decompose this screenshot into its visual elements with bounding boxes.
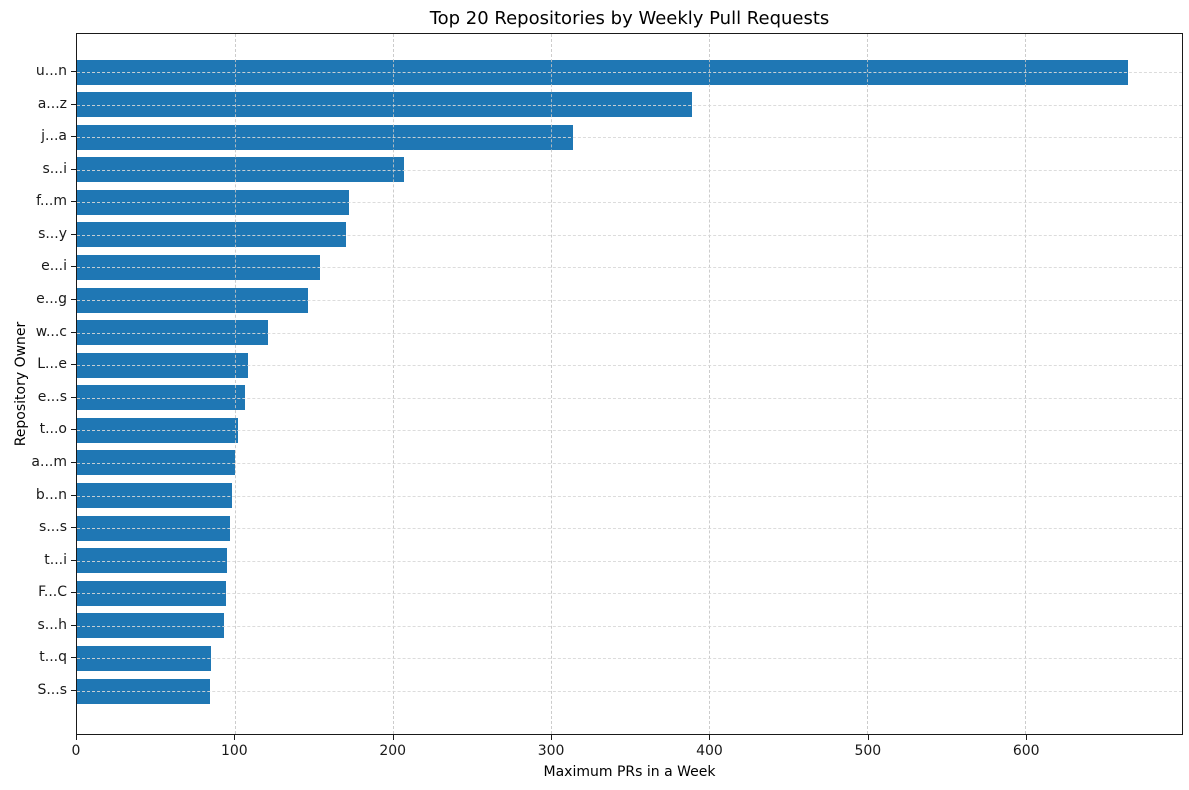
horizontal-gridline bbox=[77, 495, 1182, 497]
y-tick-label: s...y bbox=[38, 225, 67, 242]
x-axis-label: Maximum PRs in a Week bbox=[543, 764, 716, 780]
y-tick-mark bbox=[71, 461, 76, 463]
y-tick-label: L...e bbox=[37, 356, 67, 373]
y-tick-mark bbox=[71, 592, 76, 594]
vertical-gridline bbox=[1025, 34, 1027, 734]
y-tick-mark bbox=[71, 494, 76, 496]
x-tick-mark bbox=[709, 735, 711, 740]
horizontal-gridline bbox=[77, 365, 1182, 367]
x-tick-mark bbox=[1026, 735, 1028, 740]
horizontal-gridline bbox=[77, 234, 1182, 236]
y-tick-label: e...i bbox=[41, 258, 67, 275]
y-tick-label: t...i bbox=[44, 551, 67, 568]
y-tick-mark bbox=[71, 527, 76, 529]
y-tick-mark bbox=[71, 168, 76, 170]
y-tick-label: t...q bbox=[39, 649, 67, 666]
horizontal-gridline bbox=[77, 560, 1182, 562]
y-tick-mark bbox=[71, 396, 76, 398]
horizontal-gridline bbox=[77, 332, 1182, 334]
vertical-gridline bbox=[235, 34, 237, 734]
x-tick-label: 600 bbox=[1012, 743, 1040, 759]
horizontal-gridline bbox=[77, 72, 1182, 73]
y-tick-mark bbox=[71, 299, 76, 301]
horizontal-gridline bbox=[77, 528, 1182, 530]
x-tick-label: 100 bbox=[220, 743, 248, 759]
horizontal-gridline bbox=[77, 593, 1182, 595]
y-tick-mark bbox=[71, 103, 76, 105]
vertical-gridline bbox=[709, 34, 711, 734]
vertical-gridline bbox=[393, 34, 395, 734]
y-tick-label: e...g bbox=[36, 291, 67, 308]
y-tick-label: s...h bbox=[37, 616, 67, 633]
x-tick-label: 300 bbox=[537, 743, 565, 759]
y-tick-label: f...m bbox=[36, 193, 67, 210]
horizontal-gridline bbox=[77, 169, 1182, 171]
horizontal-gridline bbox=[77, 300, 1182, 302]
x-tick-mark bbox=[234, 735, 236, 740]
horizontal-gridline bbox=[77, 104, 1182, 106]
y-tick-label: a...m bbox=[31, 453, 67, 470]
y-tick-mark bbox=[71, 71, 76, 72]
vertical-gridline bbox=[867, 34, 869, 734]
y-tick-mark bbox=[71, 429, 76, 431]
y-tick-mark bbox=[71, 559, 76, 561]
y-tick-mark bbox=[71, 624, 76, 626]
x-tick-label: 400 bbox=[696, 743, 723, 759]
horizontal-gridline bbox=[77, 397, 1182, 399]
y-tick-label: w...c bbox=[35, 323, 67, 340]
x-tick-mark bbox=[551, 735, 553, 740]
y-tick-label: s...s bbox=[39, 519, 67, 536]
horizontal-gridline bbox=[77, 430, 1182, 432]
plot-area bbox=[76, 33, 1183, 735]
horizontal-gridline bbox=[77, 267, 1182, 269]
y-tick-mark bbox=[71, 657, 76, 659]
horizontal-gridline bbox=[77, 658, 1182, 660]
x-tick-mark bbox=[867, 735, 869, 740]
horizontal-gridline bbox=[77, 691, 1182, 693]
y-tick-label: j...a bbox=[41, 128, 67, 145]
chart-title: Top 20 Repositories by Weekly Pull Reque… bbox=[429, 8, 830, 29]
horizontal-gridline bbox=[77, 462, 1182, 464]
y-tick-label: u...n bbox=[35, 63, 67, 79]
y-tick-label: b...n bbox=[35, 486, 67, 503]
y-tick-mark bbox=[71, 266, 76, 268]
y-tick-mark bbox=[71, 690, 76, 692]
x-tick-label: 500 bbox=[854, 743, 882, 759]
horizontal-gridline bbox=[77, 137, 1182, 139]
y-tick-label: S...s bbox=[37, 682, 67, 699]
y-tick-label: t...o bbox=[39, 421, 67, 438]
horizontal-gridline bbox=[77, 625, 1182, 627]
y-tick-label: e...s bbox=[37, 388, 67, 405]
horizontal-gridline bbox=[77, 202, 1182, 204]
y-tick-label: a...z bbox=[37, 95, 67, 112]
y-tick-mark bbox=[71, 364, 76, 366]
x-tick-mark bbox=[392, 735, 394, 740]
x-tick-label: 200 bbox=[379, 743, 407, 759]
y-tick-mark bbox=[71, 136, 76, 138]
y-tick-label: s...i bbox=[42, 160, 67, 177]
x-tick-mark bbox=[76, 735, 77, 740]
y-tick-label: F...C bbox=[38, 584, 67, 601]
y-tick-mark bbox=[71, 331, 76, 333]
y-tick-mark bbox=[71, 233, 76, 235]
vertical-gridline bbox=[551, 34, 553, 734]
y-tick-mark bbox=[71, 201, 76, 203]
x-tick-label: 0 bbox=[71, 743, 81, 759]
